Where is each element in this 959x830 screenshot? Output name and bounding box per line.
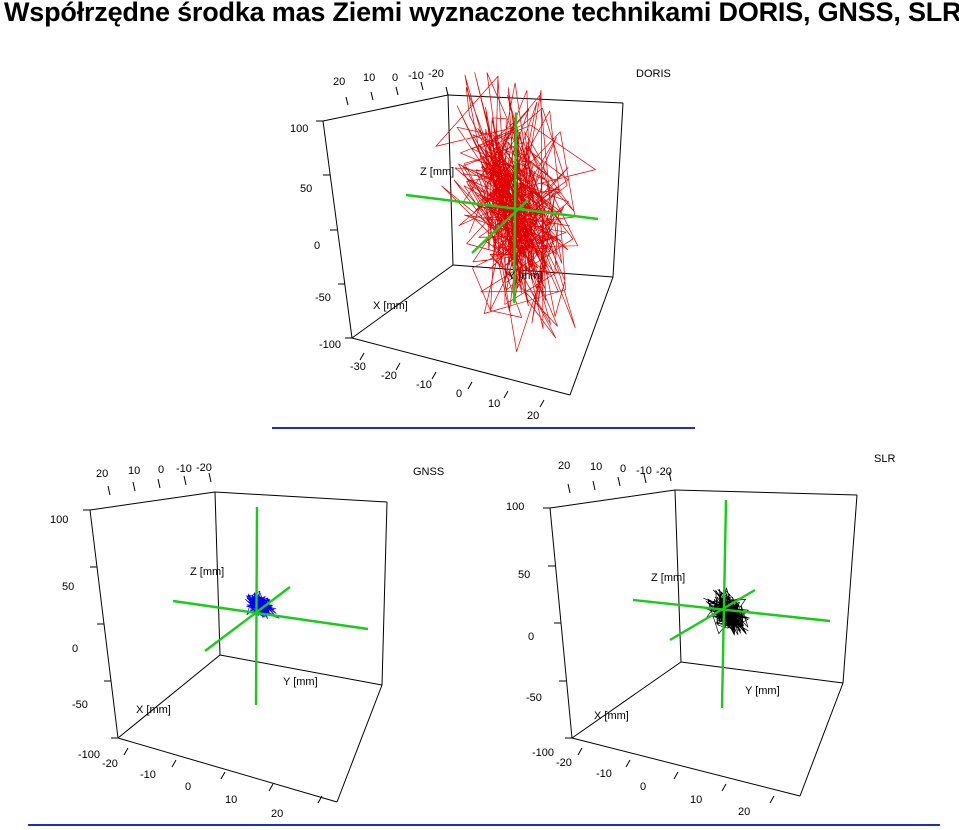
x-reference-axis [632, 598, 831, 623]
doris-3d-scatter-plot: 100 50 0 -50 -100 20 10 0 -10 -20 -30 -2… [290, 68, 671, 422]
tick-label: 50 [518, 569, 530, 581]
doris-box [322, 94, 624, 396]
tick-label: -20 [381, 370, 397, 382]
tick-label: -10 [596, 768, 612, 780]
y-reference-axis [471, 199, 529, 254]
tick-label: -10 [140, 769, 156, 781]
doris-data-trace [435, 72, 596, 352]
tick-label: -20 [556, 757, 572, 769]
series-trace [435, 72, 596, 352]
tick-label: 20 [738, 806, 750, 818]
chart-title: GNSS [413, 466, 444, 478]
tick-label: 20 [96, 468, 108, 480]
doris-z-tick-labels: 100 50 0 -50 -100 [290, 123, 341, 351]
tick-label: 0 [72, 643, 78, 655]
tick-label: 0 [392, 72, 398, 84]
separator-line-bottom [28, 824, 940, 826]
tick-label: -100 [532, 747, 554, 759]
tick-label: 100 [290, 123, 308, 135]
tick-label: 10 [690, 794, 702, 806]
tick-label: 10 [128, 465, 140, 477]
tick-label: -100 [78, 749, 100, 761]
tick-label: -20 [102, 758, 118, 770]
doris-x-tick-labels: -30 -20 -10 0 10 20 [350, 361, 539, 422]
gnss-3d-scatter-plot: 100 50 0 -50 -100 20 10 0 -10 -20 -20 -1… [50, 462, 444, 820]
x-reference-axis [172, 599, 369, 631]
gnss-z-tick-labels: 100 50 0 -50 -100 [50, 514, 100, 761]
tick-label: -10 [408, 70, 424, 82]
tick-label: 10 [488, 398, 500, 410]
tick-label: 50 [62, 581, 74, 593]
tick-label: -50 [315, 292, 331, 304]
chart-title: SLR [874, 453, 895, 465]
slr-reference-axes [632, 499, 831, 709]
x-axis-label: X [mm] [373, 300, 408, 312]
tick-label: 100 [506, 501, 524, 513]
x-axis-label: X [mm] [594, 710, 629, 722]
tick-label: -20 [656, 466, 672, 478]
tick-label: 50 [300, 183, 312, 195]
slr-3d-scatter-plot: 100 50 0 -50 -100 20 10 0 -10 -20 -20 -1… [506, 453, 895, 818]
y-reference-axis [204, 586, 291, 652]
y-axis-label: Y [mm] [283, 676, 318, 688]
gnss-x-tick-labels: -20 -10 0 10 20 [102, 758, 283, 820]
separator-line-top [272, 427, 695, 429]
slr-x-tick-labels: -20 -10 0 10 20 [556, 757, 750, 818]
tick-label: 0 [620, 463, 626, 475]
tick-label: 20 [333, 76, 345, 88]
tick-label: 20 [558, 460, 570, 472]
tick-label: 100 [50, 514, 68, 526]
tick-label: 0 [528, 631, 534, 643]
tick-label: 20 [527, 410, 539, 422]
doris-tick-marks [316, 81, 545, 408]
slr-box [549, 489, 858, 797]
gnss-reference-axes [172, 506, 369, 706]
x-reference-axis [405, 193, 599, 221]
x-axis-label: X [mm] [136, 704, 171, 716]
tick-label: -30 [350, 361, 366, 373]
tick-label: -100 [319, 339, 341, 351]
tick-label: -50 [72, 699, 88, 711]
tick-label: -20 [428, 68, 444, 80]
tick-label: 10 [363, 72, 375, 84]
tick-label: 0 [456, 388, 462, 400]
tick-label: 20 [271, 808, 283, 820]
y-axis-label: Y [mm] [508, 270, 543, 282]
y-reference-axis [669, 588, 756, 642]
gnss-tick-marks [83, 472, 323, 804]
gnss-box [89, 491, 388, 803]
slr-top-tick-labels: 20 10 0 -10 -20 [558, 460, 672, 478]
slr-tick-marks [543, 471, 775, 804]
y-axis-label: Y [mm] [745, 685, 780, 697]
tick-label: 10 [590, 461, 602, 473]
chart-title: DORIS [636, 68, 671, 80]
tick-label: -10 [636, 465, 652, 477]
tick-label: -10 [416, 379, 432, 391]
z-reference-axis [254, 506, 259, 706]
tick-label: 0 [640, 781, 646, 793]
tick-label: -50 [526, 692, 542, 704]
slr-z-tick-labels: 100 50 0 -50 -100 [506, 501, 554, 759]
z-axis-label: Z [mm] [190, 566, 224, 578]
tick-label: -20 [196, 462, 212, 474]
tick-label: 0 [185, 781, 191, 793]
doris-top-tick-labels: 20 10 0 -10 -20 [333, 68, 444, 88]
z-reference-axis [720, 499, 728, 709]
tick-label: 0 [314, 240, 320, 252]
page-title: Współrzędne środka mas Ziemi wyznaczone … [4, 0, 959, 27]
tick-label: -10 [176, 463, 192, 475]
z-axis-label: Z [mm] [420, 166, 454, 178]
doris-reference-axes [405, 112, 599, 304]
z-axis-label: Z [mm] [651, 572, 685, 584]
gnss-top-tick-labels: 20 10 0 -10 -20 [96, 462, 212, 480]
tick-label: 0 [158, 464, 164, 476]
tick-label: 10 [225, 794, 237, 806]
